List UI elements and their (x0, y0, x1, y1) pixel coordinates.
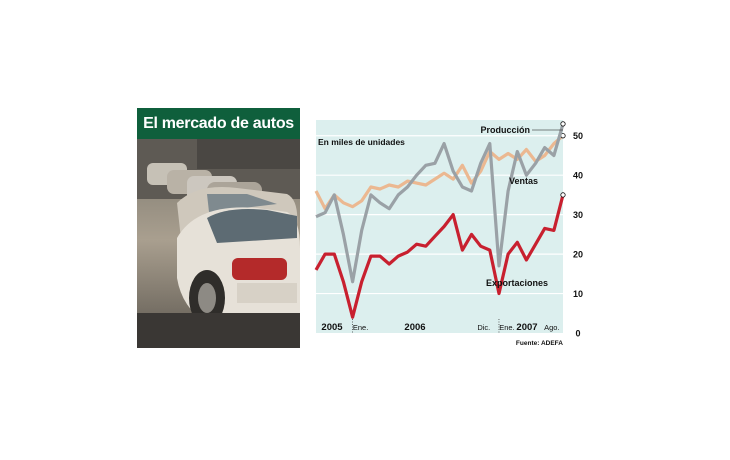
source-note: Fuente: ADEFA (516, 340, 563, 347)
car-lot-illustration (137, 139, 300, 348)
year-label: 2005 (321, 322, 343, 333)
y-tick-label: 10 (573, 289, 583, 299)
month-label: Ene. (499, 323, 514, 332)
y-tick-label: 40 (573, 171, 583, 181)
year-label: 2007 (516, 322, 537, 333)
series-label-exportaciones: Exportaciones (486, 278, 548, 288)
line-chart: 0 10 20 30 40 50 En miles de unidades Producci… (300, 108, 587, 348)
series-endpoint (560, 121, 566, 127)
month-label: Dic. (477, 323, 490, 332)
y-tick-label: 50 (573, 131, 583, 141)
car-lot-photo: El mercado de autos (137, 108, 300, 348)
y-tick-label: 30 (573, 210, 583, 220)
chart-labels: En miles de unidades Producción Ventas Expo… (318, 125, 563, 347)
month-label: Ago. (544, 323, 559, 332)
y-tick-label: 0 (575, 329, 580, 339)
gridlines: 0 10 20 30 40 50 (316, 131, 583, 339)
y-tick-label: 20 (573, 250, 583, 260)
series-line-Producción (315, 123, 565, 284)
month-label: Ene. (353, 323, 368, 332)
series-label-produccion: Producción (480, 125, 530, 135)
series-label-ventas: Ventas (509, 176, 538, 186)
chart-title: El mercado de autos (137, 108, 300, 139)
series-line-Exportaciones (314, 194, 565, 319)
series-line-Ventas (314, 134, 565, 211)
chart-subtitle: En miles de unidades (318, 137, 405, 147)
series-endpoint (560, 192, 566, 198)
year-label: 2006 (404, 322, 425, 333)
chart-panel: 0 10 20 30 40 50 En miles de unidades Producci… (300, 108, 587, 348)
infographic: El mercado de autos 0 10 20 30 40 50 En miles… (137, 108, 587, 348)
series-lines (314, 121, 566, 319)
